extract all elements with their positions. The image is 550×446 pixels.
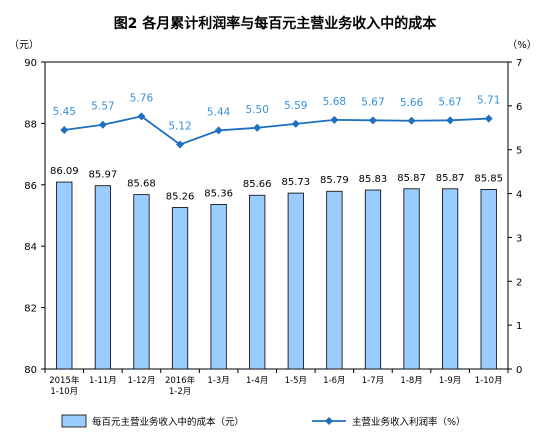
line-point [446, 116, 455, 125]
bar [94, 185, 111, 370]
legend-label-bar: 每百元主营业务收入中的成本（元） [92, 416, 244, 428]
right-tick-label: 6 [516, 102, 522, 113]
line-point [368, 116, 377, 125]
bar-value-label: 85.79 [320, 175, 349, 186]
line-point [176, 140, 185, 149]
line-point [484, 114, 493, 123]
left-tick-label: 82 [24, 304, 37, 315]
bar-value-label: 85.85 [474, 173, 503, 184]
bar-value-label: 85.87 [397, 173, 426, 184]
x-tick-label: 1-10月 [50, 387, 78, 397]
line-value-label: 5.50 [246, 104, 269, 116]
bar [133, 194, 150, 370]
line-series [64, 115, 489, 146]
line-value-label: 5.44 [207, 106, 231, 118]
chart-title: 图2 各月累计利润率与每百元主营业务收入中的成本 [114, 15, 438, 32]
line-value-label: 5.45 [53, 106, 76, 118]
line-value-label: 5.57 [91, 101, 114, 113]
right-tick-label: 2 [516, 277, 522, 288]
bar [171, 207, 189, 370]
bar-value-label: 85.66 [243, 179, 272, 190]
line-point [407, 116, 416, 125]
bar [403, 188, 420, 370]
right-tick-label: 0 [516, 365, 522, 376]
bar [287, 192, 304, 370]
right-tick-label: 3 [516, 233, 522, 244]
bar [326, 190, 343, 370]
bar-value-label: 85.68 [127, 179, 156, 190]
line-point [253, 123, 262, 132]
left-axis-unit: （元） [9, 39, 39, 51]
line-point [98, 120, 107, 129]
left-tick-label: 90 [24, 58, 37, 69]
line-point [330, 115, 339, 124]
right-tick-label: 4 [516, 190, 522, 201]
left-tick-label: 80 [24, 365, 37, 376]
bar [442, 188, 459, 370]
bar [56, 181, 73, 370]
bar-value-label: 85.26 [166, 192, 195, 203]
legend: 每百元主营业务收入中的成本（元） 主营业务收入利润率（%） [61, 414, 466, 428]
left-tick-label: 84 [24, 242, 37, 253]
x-tick-label: 1-8月 [400, 376, 422, 386]
line-point [137, 112, 146, 121]
line-point [214, 126, 223, 135]
right-tick-label: 7 [516, 58, 522, 69]
line-value-label: 5.76 [130, 92, 154, 104]
x-tick-label: 1-9月 [439, 376, 461, 386]
x-tick-label: 1-3月 [207, 376, 229, 386]
x-tick-label: 1-5月 [285, 376, 307, 386]
x-tick-label: 1-11月 [89, 376, 117, 386]
right-tick-label: 5 [516, 146, 522, 157]
bar-value-label: 86.09 [50, 166, 79, 177]
line-value-label: 5.66 [400, 97, 424, 109]
line-value-label: 5.67 [361, 96, 384, 108]
line-value-label: 5.59 [284, 100, 307, 112]
bar [364, 189, 382, 370]
x-tick-label: 1-12月 [128, 376, 156, 386]
x-tick-label: 1-4月 [246, 376, 268, 386]
x-tick-label: 1-10月 [475, 376, 503, 386]
x-tick-label: 2015年 [49, 375, 80, 386]
line-point [60, 125, 69, 134]
bar [210, 204, 227, 370]
x-tick-label: 2016年 [165, 375, 196, 386]
left-tick-label: 88 [24, 119, 37, 130]
line-value-label: 5.12 [168, 120, 191, 132]
x-tick-label: 1-6月 [323, 376, 345, 386]
bar-value-label: 85.36 [204, 188, 233, 199]
line-value-label: 5.71 [477, 95, 500, 107]
bar [480, 189, 497, 370]
line-point [291, 119, 300, 128]
right-tick-label: 1 [516, 321, 522, 332]
line-value-label: 5.68 [323, 96, 346, 108]
bar-value-label: 85.73 [281, 177, 310, 188]
left-tick-label: 86 [24, 181, 37, 192]
bar-value-label: 85.87 [436, 173, 465, 184]
legend-marker-line [325, 417, 333, 425]
bar-value-label: 85.83 [359, 174, 388, 185]
line-value-label: 5.67 [438, 96, 461, 108]
bar-value-label: 85.97 [89, 170, 118, 181]
right-axis-unit: （%） [507, 39, 537, 51]
x-tick-label: 1-2月 [169, 387, 191, 397]
legend-label-line: 主营业务收入利润率（%） [352, 416, 466, 428]
legend-swatch-bar [61, 414, 87, 428]
x-tick-label: 1-7月 [362, 376, 384, 386]
bar [249, 194, 266, 370]
